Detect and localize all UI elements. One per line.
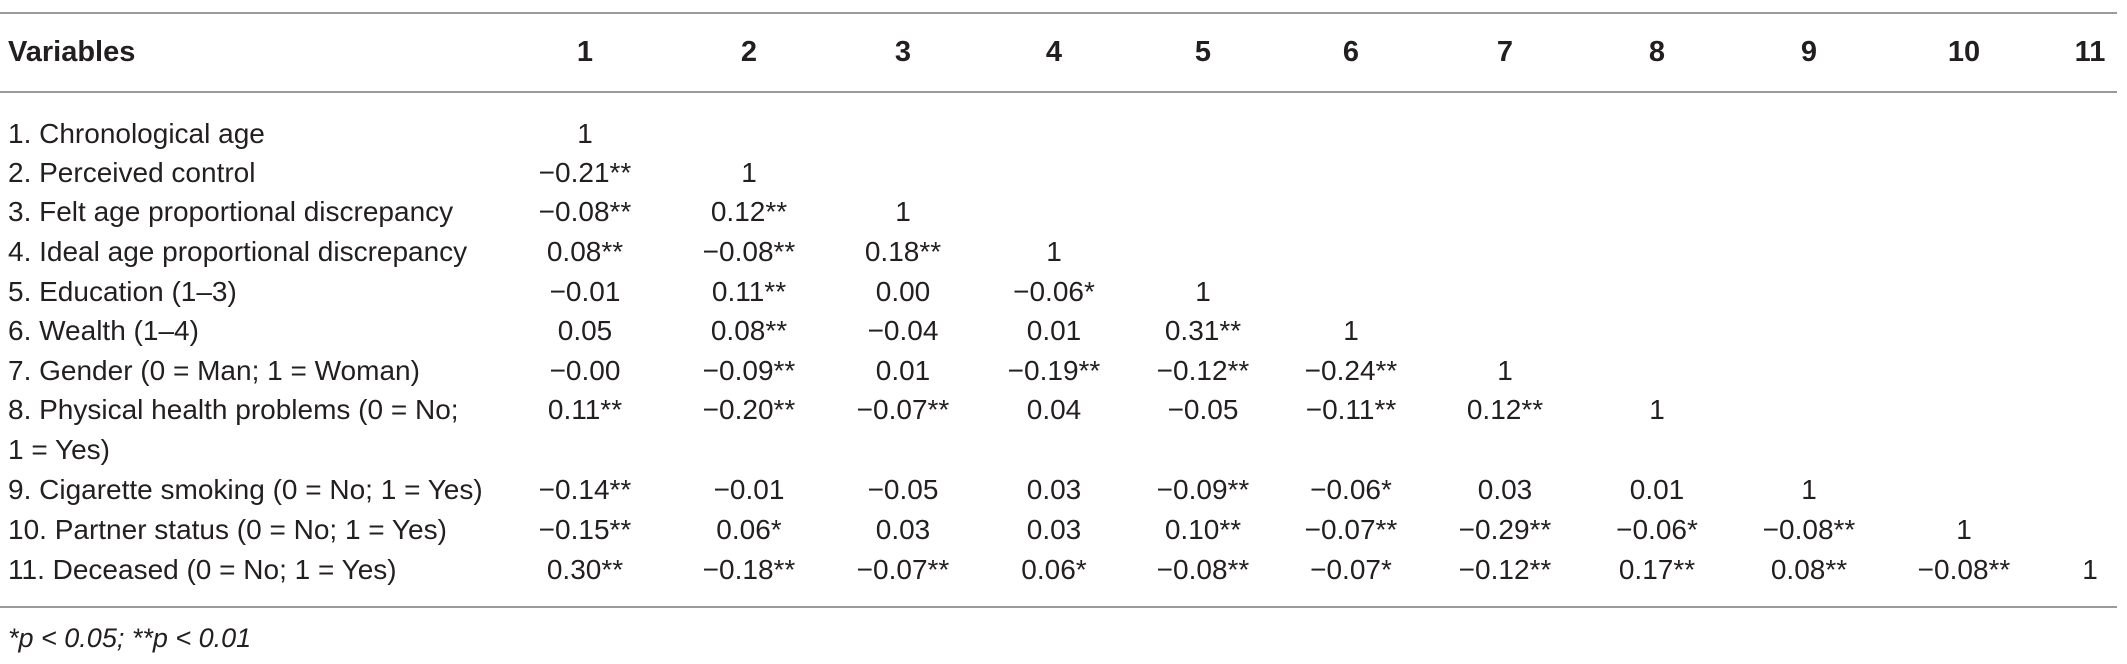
header-col-7: 7 xyxy=(1496,36,1514,68)
table-cell: −0.09** xyxy=(1156,474,1250,505)
header-col-10: 10 xyxy=(1947,36,1981,68)
table-cell: −0.29** xyxy=(1458,514,1552,545)
row-label: 11. Deceased (0 = No; 1 = Yes) xyxy=(8,554,397,585)
header-col-1: 1 xyxy=(576,36,594,68)
table-cell: 0.03 xyxy=(1026,474,1082,505)
row-label: 8. Physical health problems (0 = No; xyxy=(8,394,459,425)
table-cell: 0.03 xyxy=(875,514,931,545)
table-cell: −0.15** xyxy=(538,514,632,545)
row-label: 10. Partner status (0 = No; 1 = Yes) xyxy=(8,514,447,545)
table-cell: 0.04 xyxy=(1026,394,1082,425)
header-col-6: 6 xyxy=(1342,36,1360,68)
table-cell: −0.07** xyxy=(856,554,950,585)
row-label: 9. Cigarette smoking (0 = No; 1 = Yes) xyxy=(8,474,483,505)
table-cell: −0.21** xyxy=(538,157,632,188)
table-cell: 0.01 xyxy=(1629,474,1685,505)
table-bottom-rule xyxy=(0,606,2117,608)
table-header-rule xyxy=(0,91,2117,93)
table-cell: 1 xyxy=(1956,514,1972,545)
table-cell: 0.08** xyxy=(1770,554,1848,585)
table-cell: 1 xyxy=(1343,315,1359,346)
table-cell: −0.20** xyxy=(702,394,796,425)
header-col-8: 8 xyxy=(1648,36,1666,68)
table-cell: 0.01 xyxy=(1026,315,1082,346)
header-col-2: 2 xyxy=(740,36,758,68)
table-cell: −0.01 xyxy=(713,474,785,505)
row-label: 5. Education (1–3) xyxy=(8,276,237,307)
table-footnote: *p < 0.05; **p < 0.01 xyxy=(8,623,252,653)
table-cell: 0.03 xyxy=(1026,514,1082,545)
table-cell: 0.31** xyxy=(1164,315,1242,346)
table-cell: −0.06* xyxy=(1310,474,1392,505)
header-col-3: 3 xyxy=(894,36,912,68)
table-cell: 0.08** xyxy=(546,236,624,267)
header-col-5: 5 xyxy=(1194,36,1212,68)
row-label: 1 = Yes) xyxy=(8,434,110,465)
table-cell: −0.06* xyxy=(1616,514,1698,545)
table-cell: 0.30** xyxy=(546,554,624,585)
table-cell: 0.10** xyxy=(1164,514,1242,545)
header-col-4: 4 xyxy=(1045,36,1063,68)
header-col-11: 11 xyxy=(2074,36,2106,68)
row-label: 2. Perceived control xyxy=(8,157,256,188)
row-label: 7. Gender (0 = Man; 1 = Woman) xyxy=(8,355,420,386)
table-cell: −0.18** xyxy=(702,554,796,585)
table-cell: −0.09** xyxy=(702,355,796,386)
table-cell: −0.07* xyxy=(1310,554,1392,585)
table-cell: 1 xyxy=(1649,394,1665,425)
table-cell: 1 xyxy=(2082,554,2098,585)
table-cell: −0.07** xyxy=(1304,514,1398,545)
table-cell: 1 xyxy=(1497,355,1513,386)
table-cell: −0.08** xyxy=(702,236,796,267)
table-cell: −0.19** xyxy=(1007,355,1101,386)
table-cell: 0.00 xyxy=(875,276,931,307)
table-cell: 0.12** xyxy=(710,196,788,227)
table-cell: −0.01 xyxy=(549,276,621,307)
table-cell: 0.01 xyxy=(875,355,931,386)
table-cell: 1 xyxy=(895,196,911,227)
row-label: 6. Wealth (1–4) xyxy=(8,315,199,346)
table-cell: 1 xyxy=(1195,276,1211,307)
table-cell: 0.17** xyxy=(1618,554,1696,585)
table-cell: −0.05 xyxy=(867,474,939,505)
table-cell: −0.14** xyxy=(538,474,632,505)
table-cell: −0.00 xyxy=(549,355,621,386)
table-cell: 1 xyxy=(1046,236,1062,267)
row-label: 4. Ideal age proportional discrepancy xyxy=(8,236,468,267)
table-cell: 0.06* xyxy=(716,514,782,545)
table-cell: 0.06* xyxy=(1021,554,1087,585)
table-cell: −0.05 xyxy=(1167,394,1239,425)
table-cell: 0.08** xyxy=(710,315,788,346)
table-cell: −0.04 xyxy=(867,315,939,346)
table-cell: 1 xyxy=(577,118,593,149)
table-cell: −0.08** xyxy=(1156,554,1250,585)
table-cell: 0.11** xyxy=(711,276,787,307)
table-cell: 0.03 xyxy=(1477,474,1533,505)
table-cell: 0.05 xyxy=(557,315,613,346)
row-label: 3. Felt age proportional discrepancy xyxy=(8,196,454,227)
table-top-rule xyxy=(0,12,2117,14)
table-cell: −0.07** xyxy=(856,394,950,425)
table-cell: 0.11** xyxy=(547,394,623,425)
table-cell: 0.12** xyxy=(1466,394,1544,425)
table-cell: −0.08** xyxy=(1762,514,1856,545)
header-variables: Variables xyxy=(8,36,136,68)
table-cell: −0.08** xyxy=(538,196,632,227)
table-cell: 0.18** xyxy=(864,236,942,267)
table-cell: −0.24** xyxy=(1304,355,1398,386)
table-header-row: Variables 1 2 3 4 5 6 7 8 9 10 11 xyxy=(0,32,2117,76)
table-cell: −0.11** xyxy=(1305,394,1397,425)
table-cell: −0.06* xyxy=(1013,276,1095,307)
table-cell: −0.12** xyxy=(1458,554,1552,585)
row-label: 1. Chronological age xyxy=(8,118,265,149)
table-cell: 1 xyxy=(741,157,757,188)
table-cell: −0.12** xyxy=(1156,355,1250,386)
table-cell: −0.08** xyxy=(1917,554,2011,585)
table-cell: 1 xyxy=(1801,474,1817,505)
header-col-9: 9 xyxy=(1800,36,1818,68)
